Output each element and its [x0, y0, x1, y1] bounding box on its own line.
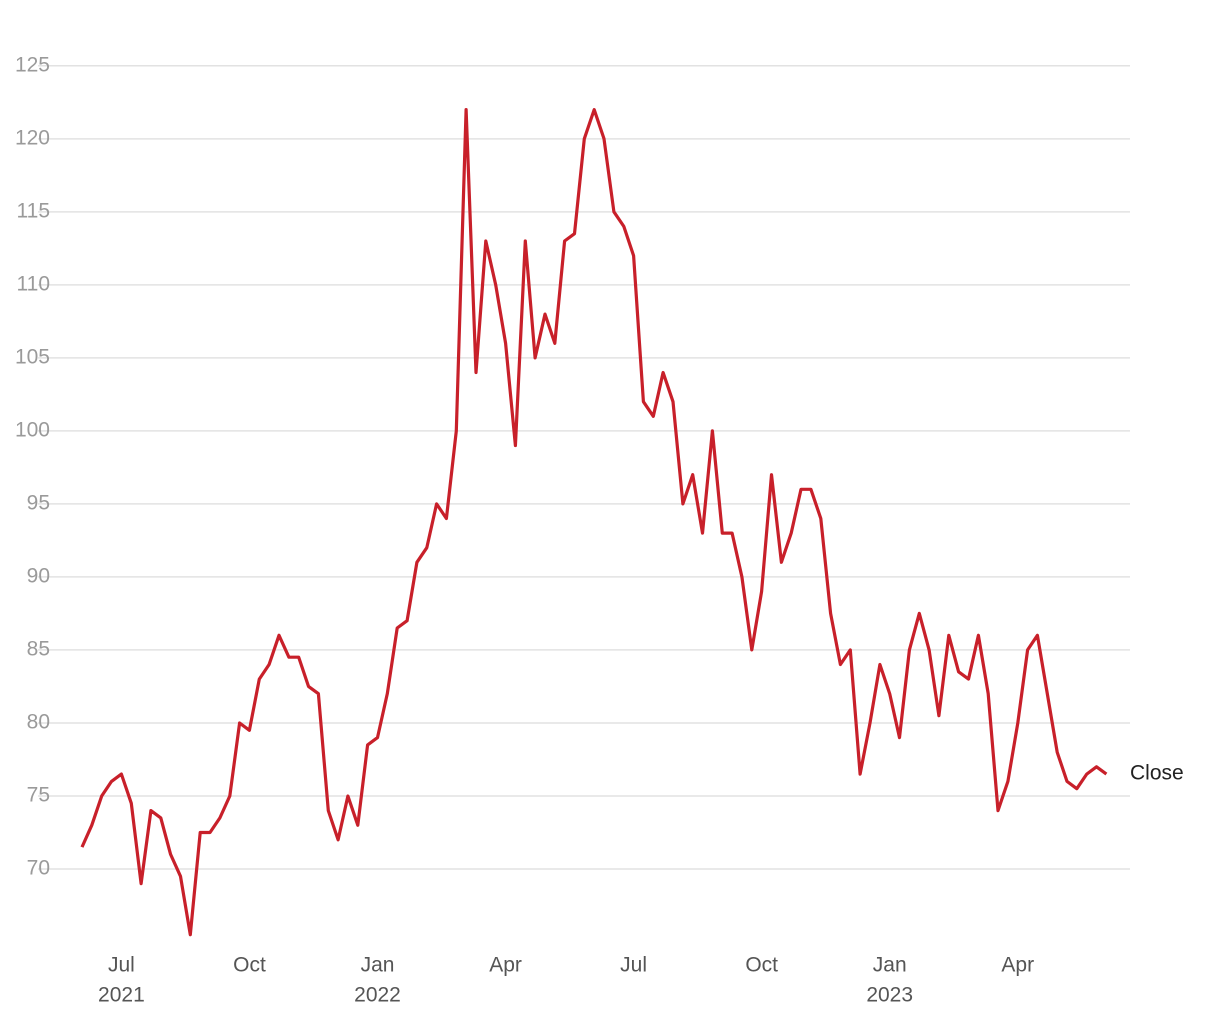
- y-tick-label: 75: [27, 784, 50, 807]
- x-tick-label: Jul: [620, 954, 647, 977]
- y-tick-label: 120: [15, 126, 50, 149]
- y-tick-label: 85: [27, 637, 50, 660]
- x-tick-label: 2023: [866, 984, 913, 1007]
- x-tick-label: Jan: [873, 954, 907, 977]
- y-tick-label: 125: [15, 53, 50, 76]
- y-tick-label: 115: [17, 199, 50, 222]
- x-tick-label: Oct: [745, 954, 778, 977]
- y-tick-label: 90: [27, 564, 50, 587]
- x-tick-label: Jan: [361, 954, 395, 977]
- y-tick-label: 80: [27, 710, 50, 733]
- x-tick-label: Apr: [489, 954, 522, 977]
- x-tick-label: Oct: [233, 954, 266, 977]
- y-tick-label: 100: [15, 418, 50, 441]
- x-tick-label: 2022: [354, 984, 401, 1007]
- x-tick-label: Apr: [1001, 954, 1034, 977]
- y-tick-label: 110: [17, 272, 50, 295]
- x-tick-label: 2021: [98, 984, 145, 1007]
- series-label: Close: [1130, 762, 1184, 785]
- y-tick-label: 95: [27, 491, 50, 514]
- line: [80, 108, 1108, 937]
- y-tick-label: 70: [27, 857, 50, 880]
- y-tick-label: 105: [15, 345, 50, 368]
- x-tick-label: Jul: [108, 954, 135, 977]
